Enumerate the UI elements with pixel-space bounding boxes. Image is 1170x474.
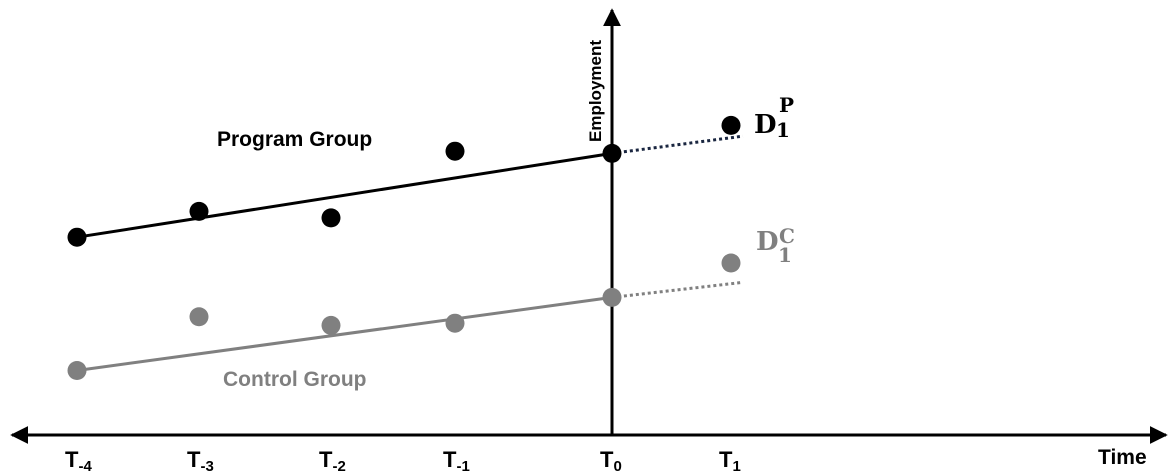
program-trend-line	[76, 151, 613, 239]
program-point-t1	[721, 115, 741, 135]
program-group-label: Program Group	[217, 128, 372, 151]
control-projection-label: D 1 C	[756, 224, 795, 267]
program-point-tm4	[67, 227, 87, 247]
program-point-tm3	[189, 201, 209, 221]
control-point-tm3	[189, 307, 209, 327]
x-tick-label: T-2	[319, 447, 346, 474]
program-point-t0	[602, 143, 622, 163]
program-projection-label-sub: 1	[776, 118, 790, 142]
program-point-tm1	[445, 141, 465, 161]
control-projection-label-sub: 1	[778, 243, 792, 267]
control-point-tm4	[67, 361, 87, 380]
x-tick-label: T-3	[187, 447, 214, 474]
control-projection-line	[611, 280, 744, 299]
x-tick-label: T-1	[443, 447, 470, 474]
program-projection-label-base: D	[754, 110, 777, 140]
x-tick-label: T1	[719, 447, 741, 474]
program-projection-label: D 1 P	[754, 93, 794, 142]
control-trend-line	[76, 295, 613, 372]
x-axis-label: Time	[1098, 446, 1147, 469]
y-axis-label: Employment	[586, 40, 605, 142]
x-tick-label: T0	[600, 447, 622, 474]
control-point-t1	[721, 253, 741, 273]
program-projection-label-sup: P	[779, 93, 794, 117]
program-projection-line	[611, 134, 744, 155]
program-point-tm2	[321, 208, 341, 228]
control-point-tm1	[445, 313, 465, 333]
control-projection-label-base: D	[756, 227, 779, 257]
control-point-t0	[602, 287, 622, 307]
x-tick-label: T-4	[65, 447, 92, 474]
control-group-label: Control Group	[223, 368, 366, 391]
control-projection-label-sup: C	[779, 224, 795, 248]
control-point-tm2	[321, 315, 341, 335]
